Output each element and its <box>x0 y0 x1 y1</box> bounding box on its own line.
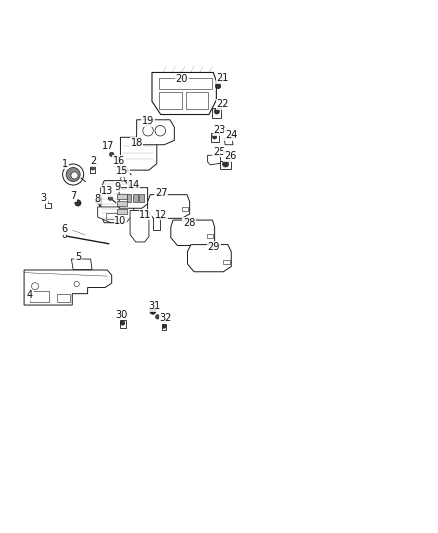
Text: 27: 27 <box>155 188 167 198</box>
Circle shape <box>155 314 160 319</box>
Circle shape <box>108 196 113 200</box>
Text: 21: 21 <box>216 73 229 83</box>
Bar <box>159 78 212 89</box>
Bar <box>186 92 208 109</box>
Text: 24: 24 <box>225 130 237 140</box>
Polygon shape <box>152 72 216 115</box>
Circle shape <box>120 177 125 181</box>
Text: 9: 9 <box>114 182 120 192</box>
Text: 23: 23 <box>214 125 226 135</box>
Bar <box>57 294 70 302</box>
Text: 22: 22 <box>216 100 229 109</box>
Text: 15: 15 <box>117 166 129 176</box>
Circle shape <box>162 325 166 328</box>
Polygon shape <box>130 211 149 242</box>
Polygon shape <box>71 259 92 270</box>
Bar <box>212 108 221 118</box>
Text: 29: 29 <box>208 242 220 252</box>
Text: 8: 8 <box>94 193 100 204</box>
Bar <box>159 92 182 109</box>
Text: 13: 13 <box>101 186 113 196</box>
Bar <box>117 201 127 206</box>
Bar <box>90 166 95 173</box>
Bar <box>211 133 219 142</box>
Circle shape <box>66 167 80 182</box>
Circle shape <box>63 164 84 185</box>
Text: 16: 16 <box>113 156 125 166</box>
Text: 5: 5 <box>75 252 81 262</box>
Circle shape <box>223 161 229 167</box>
Polygon shape <box>187 245 231 272</box>
Circle shape <box>71 172 78 179</box>
Text: 12: 12 <box>155 210 167 220</box>
Bar <box>220 161 231 169</box>
Circle shape <box>110 152 114 157</box>
Bar <box>207 234 213 238</box>
Bar <box>162 324 166 330</box>
Text: 10: 10 <box>114 215 127 225</box>
Text: 26: 26 <box>224 151 236 161</box>
Polygon shape <box>224 139 233 145</box>
Circle shape <box>215 84 221 88</box>
Bar <box>133 194 138 201</box>
Bar <box>139 194 144 201</box>
Text: 31: 31 <box>148 301 160 311</box>
Polygon shape <box>148 195 190 219</box>
Text: 6: 6 <box>62 224 68 235</box>
Polygon shape <box>101 181 131 223</box>
Polygon shape <box>119 188 148 208</box>
Bar <box>45 203 51 208</box>
Polygon shape <box>171 220 215 246</box>
Text: 11: 11 <box>139 210 152 220</box>
Circle shape <box>124 167 128 172</box>
Circle shape <box>150 308 156 314</box>
Polygon shape <box>120 138 157 170</box>
Bar <box>182 207 188 211</box>
Circle shape <box>120 321 125 325</box>
Text: 14: 14 <box>127 181 140 190</box>
Circle shape <box>91 167 95 170</box>
Polygon shape <box>137 120 174 145</box>
Bar <box>30 292 49 302</box>
Bar <box>117 194 127 199</box>
Text: 1: 1 <box>62 159 68 168</box>
Text: 3: 3 <box>41 193 47 203</box>
Text: 30: 30 <box>116 310 128 320</box>
Circle shape <box>214 109 219 114</box>
Bar <box>117 209 127 214</box>
Text: 28: 28 <box>183 217 195 228</box>
Polygon shape <box>208 155 221 165</box>
Circle shape <box>75 200 81 206</box>
Bar <box>120 320 126 328</box>
Text: 20: 20 <box>176 74 188 84</box>
Circle shape <box>212 135 217 139</box>
Bar <box>106 213 117 219</box>
Text: 7: 7 <box>71 191 77 201</box>
Text: 17: 17 <box>102 141 115 151</box>
Bar <box>223 260 230 264</box>
Text: 4: 4 <box>27 290 33 301</box>
Text: 19: 19 <box>142 116 154 126</box>
Circle shape <box>63 234 67 238</box>
Bar <box>153 216 160 230</box>
Text: 32: 32 <box>159 313 172 323</box>
Text: 25: 25 <box>213 147 225 157</box>
Polygon shape <box>98 207 135 223</box>
Text: 18: 18 <box>131 138 143 148</box>
Bar <box>127 194 131 201</box>
Polygon shape <box>24 270 112 305</box>
Text: 2: 2 <box>90 156 96 166</box>
Circle shape <box>95 199 100 204</box>
